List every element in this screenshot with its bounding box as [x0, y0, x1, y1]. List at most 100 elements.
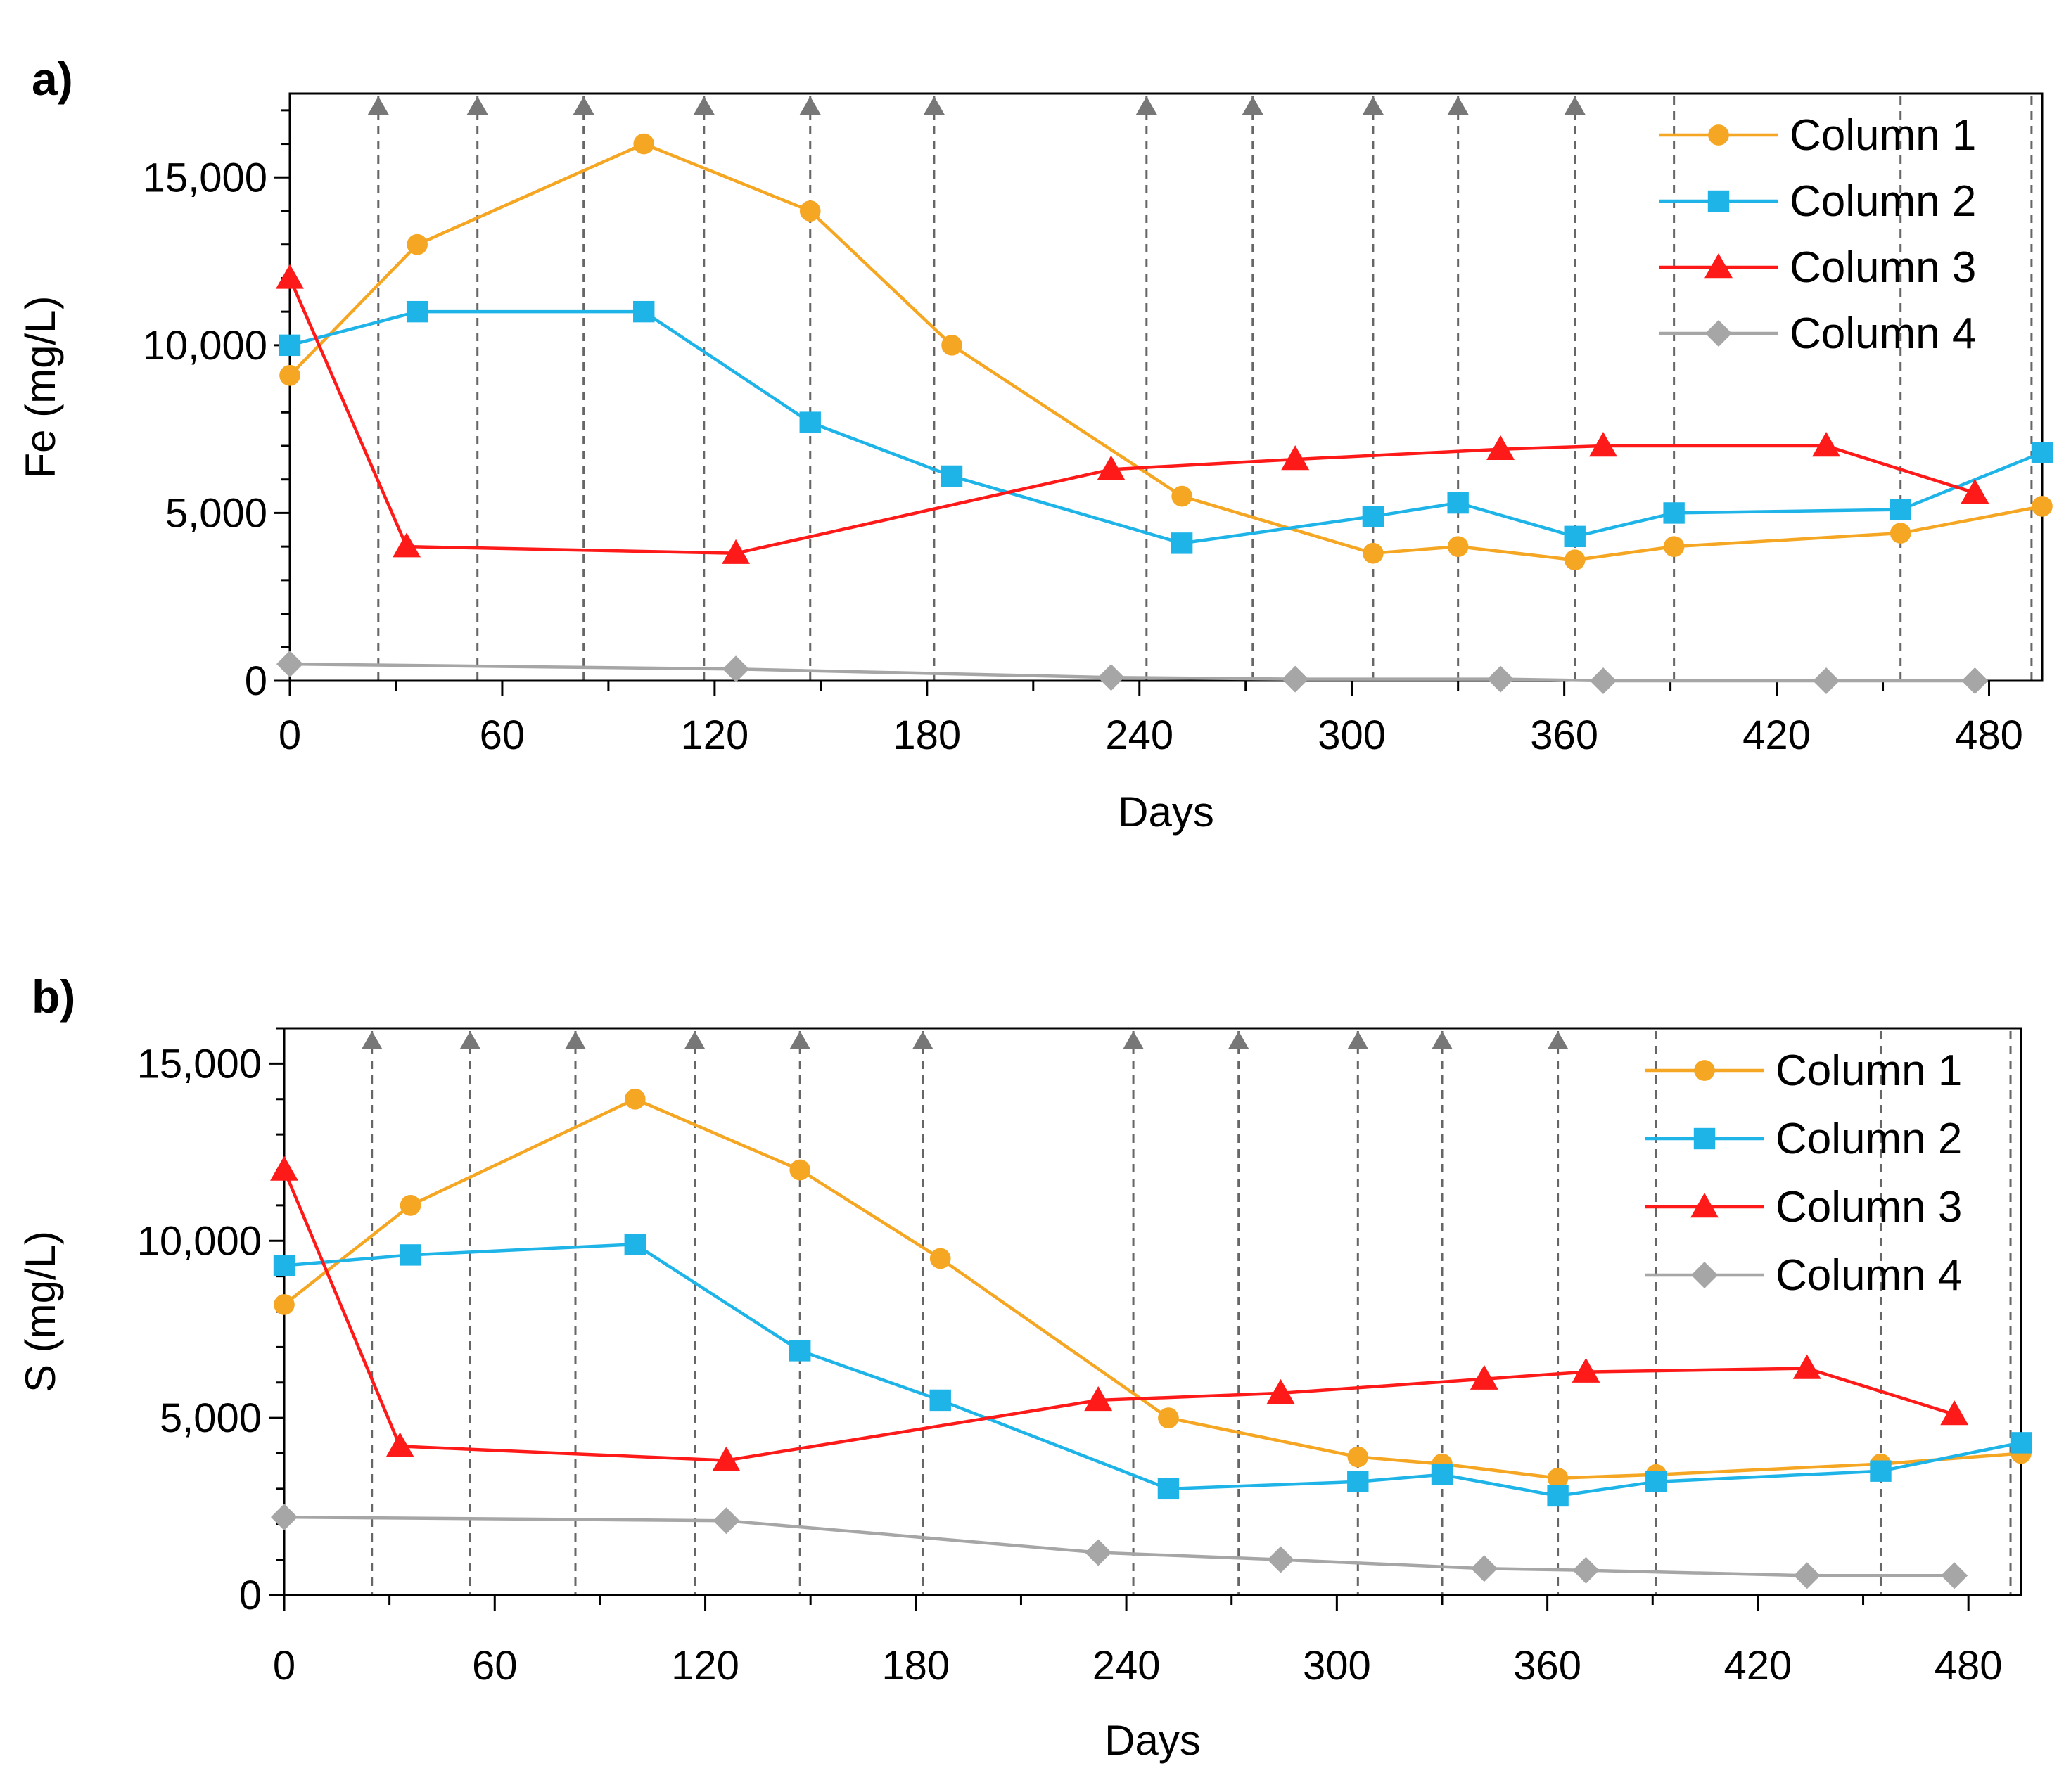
- data-point: [400, 1195, 421, 1216]
- data-point: [1564, 525, 1586, 548]
- event-arrow-icon: [1347, 1031, 1369, 1049]
- x-tick-label: 0: [279, 712, 301, 758]
- data-point: [1663, 502, 1685, 524]
- x-tick-label: 120: [671, 1643, 739, 1689]
- data-point: [1793, 1562, 1821, 1589]
- x-tick-label: 420: [1742, 712, 1811, 758]
- data-point: [1281, 445, 1310, 471]
- legend-marker: [1690, 1193, 1719, 1218]
- legend-label: Column 3: [1776, 1183, 1962, 1231]
- data-point: [624, 1234, 646, 1255]
- x-axis-title: Days: [1104, 1717, 1201, 1764]
- data-point: [722, 655, 750, 683]
- data-point: [1589, 432, 1617, 457]
- data-point: [929, 1389, 951, 1412]
- data-point: [1084, 1385, 1113, 1412]
- x-tick-label: 360: [1513, 1643, 1581, 1689]
- data-point: [1267, 1546, 1294, 1573]
- y-axis-title: Fe (mg/L): [17, 295, 64, 478]
- data-point: [385, 1432, 414, 1457]
- event-arrow-icon: [789, 1031, 811, 1049]
- data-point: [1157, 1478, 1180, 1500]
- legend-item: Column 3: [1645, 1183, 1962, 1231]
- x-tick-label: 300: [1303, 1643, 1371, 1689]
- x-tick-label: 240: [1105, 712, 1173, 758]
- x-tick-label: 240: [1092, 1643, 1161, 1689]
- series-line: [283, 1515, 1955, 1577]
- data-point: [1171, 485, 1192, 507]
- legend-item: Column 1: [1645, 1047, 1962, 1095]
- event-arrow-icon: [1547, 1031, 1569, 1049]
- legend-marker: [1691, 1262, 1718, 1288]
- data-point: [279, 364, 300, 386]
- event-arrow-icon: [1228, 1031, 1249, 1049]
- data-point: [406, 300, 428, 323]
- event-arrow-icon: [684, 1031, 706, 1049]
- event-arrow-icon: [573, 96, 594, 115]
- data-point: [929, 1248, 951, 1269]
- plot-area: [283, 1027, 2022, 1596]
- data-point: [1812, 432, 1840, 457]
- x-tick-label: 180: [881, 1643, 950, 1689]
- legend-item: Column 2: [1659, 177, 1976, 226]
- data-point: [712, 1446, 741, 1471]
- data-point: [1813, 667, 1840, 694]
- series-column-2: [273, 1234, 2032, 1507]
- data-point: [270, 1156, 298, 1181]
- data-point: [799, 411, 821, 433]
- series-column-1: [279, 133, 2053, 571]
- event-arrow-icon: [361, 1031, 383, 1049]
- y-tick-label: 10,000: [137, 1218, 262, 1264]
- plot-area: [288, 92, 2044, 682]
- series-line: [283, 1243, 2022, 1498]
- event-arrow-icon: [1447, 96, 1469, 115]
- series-column-3: [276, 264, 1989, 564]
- legend-item: Column 4: [1645, 1251, 1962, 1300]
- legend-marker: [1694, 1060, 1715, 1081]
- event-arrow-icon: [466, 96, 488, 115]
- data-point: [1961, 667, 1989, 694]
- data-point: [624, 1088, 646, 1110]
- legend-label: Column 1: [1790, 111, 1976, 160]
- data-point: [1470, 1364, 1498, 1390]
- x-tick-label: 300: [1318, 712, 1386, 758]
- data-point: [1564, 549, 1586, 571]
- data-point: [1547, 1467, 1569, 1489]
- data-point: [1487, 665, 1515, 693]
- data-point: [400, 1244, 421, 1266]
- legend-item: Column 2: [1645, 1115, 1962, 1163]
- x-tick-label: 60: [480, 712, 525, 758]
- x-axis-title: Days: [1118, 788, 1214, 836]
- panel-label: b): [32, 971, 75, 1023]
- legend-label: Column 4: [1790, 309, 1976, 358]
- data-point: [1645, 1471, 1667, 1492]
- data-point: [2010, 1432, 2032, 1454]
- x-tick-label: 120: [680, 712, 748, 758]
- y-tick-label: 15,000: [137, 1041, 262, 1087]
- legend-marker: [1705, 320, 1732, 347]
- legend-label: Column 2: [1776, 1115, 1962, 1163]
- series-line: [289, 662, 1975, 683]
- legend-item: Column 1: [1659, 111, 1976, 160]
- data-point: [1547, 1485, 1569, 1507]
- event-arrow-icon: [912, 1031, 933, 1049]
- event-arrow-icon: [367, 96, 389, 115]
- data-point: [271, 1504, 298, 1531]
- data-point: [713, 1507, 740, 1535]
- data-point: [799, 200, 821, 222]
- event-arrow-icon: [1135, 96, 1157, 115]
- legend-item: Column 4: [1659, 309, 1976, 358]
- data-point: [1572, 1556, 1600, 1584]
- y-tick-label: 5,000: [165, 490, 267, 536]
- y-tick-label: 10,000: [143, 323, 267, 369]
- data-point: [1940, 1400, 1969, 1426]
- data-point: [1363, 542, 1384, 564]
- data-point: [1347, 1446, 1369, 1468]
- data-point: [1097, 664, 1125, 691]
- data-point: [1890, 523, 1911, 544]
- data-point: [941, 465, 963, 487]
- data-point: [1447, 492, 1469, 514]
- data-point: [1941, 1562, 1968, 1589]
- series-line: [288, 142, 2043, 562]
